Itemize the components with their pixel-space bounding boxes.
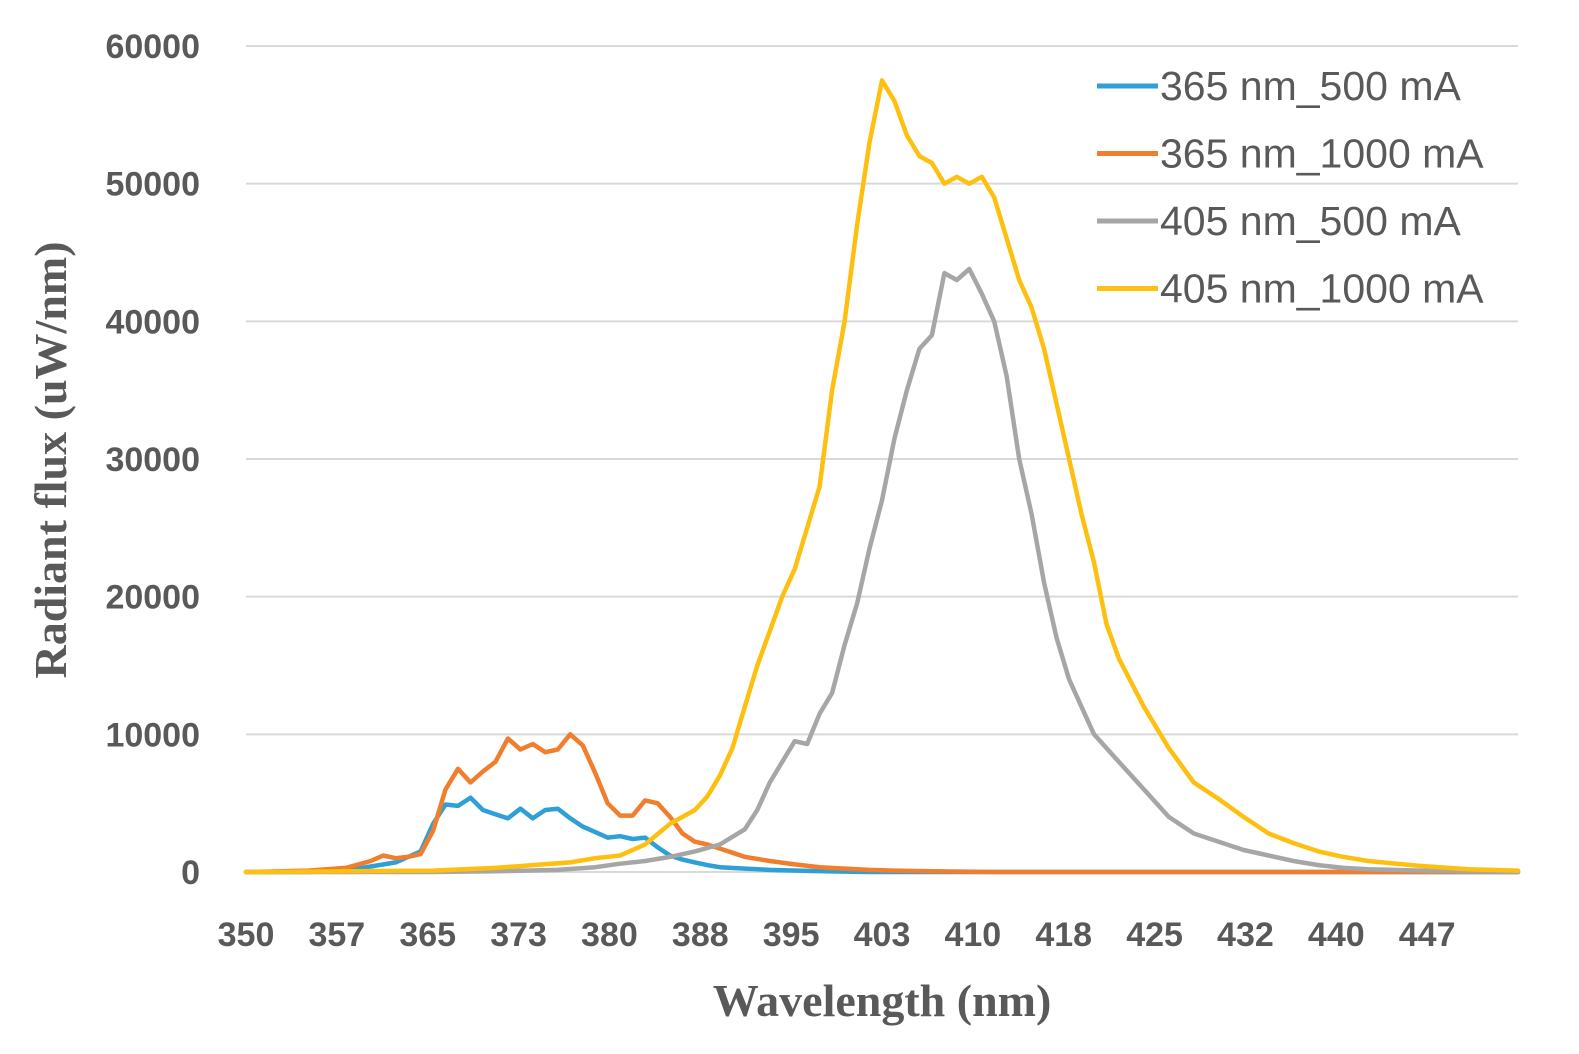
x-tick-label: 373 [490,916,547,954]
x-tick-label: 447 [1399,916,1456,954]
y-tick-label: 40000 [105,303,200,341]
x-tick-label: 380 [581,916,638,954]
x-tick-label: 395 [763,916,820,954]
y-axis-ticks: 0 10000 20000 30000 40000 50000 60000 [105,28,200,892]
series-line-3 [243,266,1521,875]
y-tick-label: 10000 [105,716,200,754]
x-tick-label: 365 [399,916,456,954]
x-tick-label: 403 [854,916,911,954]
x-tick-label: 440 [1308,916,1365,954]
y-tick-label: 60000 [105,28,200,66]
x-tick-label: 388 [672,916,729,954]
x-tick-label: 432 [1217,916,1274,954]
series-line-1 [243,795,1521,875]
x-tick-label: 410 [944,916,1001,954]
x-tick-label: 357 [308,916,365,954]
series-line-2 [243,732,1521,875]
x-axis-ticks: 350 357 365 373 380 388 395 403 410 418 425 432 440 4… [218,916,1456,954]
plot-area [243,78,1521,875]
x-tick-label: 418 [1035,916,1092,954]
legend: 365 nm_500 mA 365 nm_1000 mA 405 nm_500 mA… [1097,63,1484,312]
legend-label-4: 405 nm_1000 mA [1160,266,1484,312]
y-tick-label: 50000 [105,166,200,204]
x-tick-label: 350 [218,916,275,954]
y-tick-label: 0 [181,854,200,892]
series-line-4 [243,78,1521,875]
legend-label-3: 405 nm_500 mA [1160,198,1462,244]
x-axis-title: Wavelength (nm) [713,975,1052,1026]
x-tick-label: 425 [1126,916,1183,954]
y-tick-label: 20000 [105,579,200,617]
legend-label-1: 365 nm_500 mA [1160,63,1462,109]
y-axis-title: Radiant flux (uW/nm) [25,241,76,678]
gridlines [246,45,1518,873]
y-tick-label: 30000 [105,441,200,479]
legend-label-2: 365 nm_1000 mA [1160,131,1484,177]
